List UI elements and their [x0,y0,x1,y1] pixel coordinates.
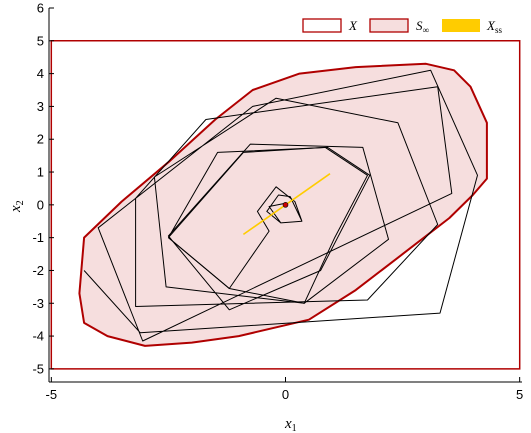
trajectory-line-1 [83,69,478,342]
x-axis-label-sub: 1 [292,423,297,433]
x-axis-label-main: x [284,416,292,432]
y-tick-label: -5 [32,361,44,376]
y-tick-label: -3 [32,296,44,311]
legend-label-steady-state: Xss [486,18,502,35]
x-axis-label: x1 [284,416,297,433]
legend-swatch-steady-state [442,19,480,32]
y-axis-label-sub: 2 [15,200,26,205]
plot-area [50,40,521,370]
y-tick-label: 1 [37,165,44,180]
legend: X S∞ Xss [296,14,522,38]
legend-swatch-set [369,18,409,33]
legend-label-constraint: X [348,18,358,33]
y-tick-label: 3 [37,99,44,114]
trajectory-line-3 [168,186,303,289]
y-axis-label: x2 [8,200,26,213]
y-tick-label: 4 [37,66,44,81]
legend-label-set: S∞ [416,18,429,35]
y-tick-label: -4 [32,329,44,344]
y-tick-label: 6 [37,1,44,16]
y-tick-label: -1 [32,230,44,245]
y-tick-label: 0 [37,197,44,212]
trajectory-line-2 [168,146,368,304]
legend-swatch-constraint [302,18,342,33]
y-tick-label: 5 [37,33,44,48]
y-tick-label: 2 [37,132,44,147]
y-tick-label: -2 [32,263,44,278]
constraint-box [50,40,521,370]
axes: -5 0 5 -5 -4 -3 -2 -1 0 1 2 3 4 5 6 [32,1,523,403]
origin-point [282,202,289,208]
x-tick-label: -5 [46,387,58,402]
y-axis-label-main: x [8,205,24,213]
x-tick-label: 5 [516,387,523,402]
x-tick-label: 0 [282,387,289,402]
